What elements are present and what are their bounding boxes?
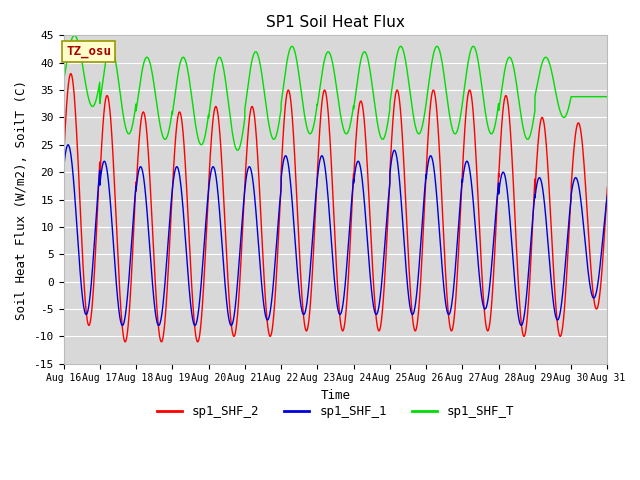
sp1_SHF_T (604, 94, 611, 99)
sp1_SHF_1 (458, 188, 465, 194)
Line: sp1_SHF_2: sp1_SHF_2 (63, 73, 607, 342)
X-axis label: Time: Time (321, 389, 351, 402)
sp1_SHF_T (317, 76, 325, 82)
sp1_SHF_1 (604, 192, 611, 198)
sp1_SHF_1 (574, 180, 582, 185)
sp1_SHF_T (234, 147, 241, 153)
Text: TZ_osu: TZ_osu (67, 45, 111, 58)
sp1_SHF_T (473, 50, 481, 56)
sp1_SHF_2 (122, 339, 129, 345)
sp1_SHF_2 (60, 158, 67, 164)
sp1_SHF_1 (64, 142, 72, 148)
sp1_SHF_1 (118, 323, 126, 328)
Line: sp1_SHF_1: sp1_SHF_1 (63, 145, 607, 325)
sp1_SHF_T (70, 33, 78, 38)
sp1_SHF_2 (317, 109, 325, 115)
sp1_SHF_2 (580, 170, 588, 176)
sp1_SHF_1 (580, 234, 588, 240)
sp1_SHF_1 (317, 154, 325, 159)
sp1_SHF_T (244, 79, 252, 84)
sp1_SHF_T (458, 108, 465, 114)
Legend: sp1_SHF_2, sp1_SHF_1, sp1_SHF_T: sp1_SHF_2, sp1_SHF_1, sp1_SHF_T (152, 400, 519, 423)
sp1_SHF_1 (60, 167, 67, 172)
sp1_SHF_1 (473, 240, 481, 245)
sp1_SHF_T (574, 94, 582, 99)
Title: SP1 Soil Heat Flux: SP1 Soil Heat Flux (266, 15, 405, 30)
Line: sp1_SHF_T: sp1_SHF_T (63, 36, 607, 150)
sp1_SHF_2 (574, 120, 582, 126)
sp1_SHF_1 (244, 165, 252, 170)
sp1_SHF_2 (458, 194, 465, 200)
sp1_SHF_T (60, 79, 67, 85)
sp1_SHF_2 (67, 71, 75, 76)
Y-axis label: Soil Heat Flux (W/m2), SoilT (C): Soil Heat Flux (W/m2), SoilT (C) (15, 80, 28, 320)
sp1_SHF_2 (473, 164, 481, 170)
sp1_SHF_2 (604, 184, 611, 190)
sp1_SHF_T (580, 94, 588, 99)
sp1_SHF_2 (244, 125, 252, 131)
